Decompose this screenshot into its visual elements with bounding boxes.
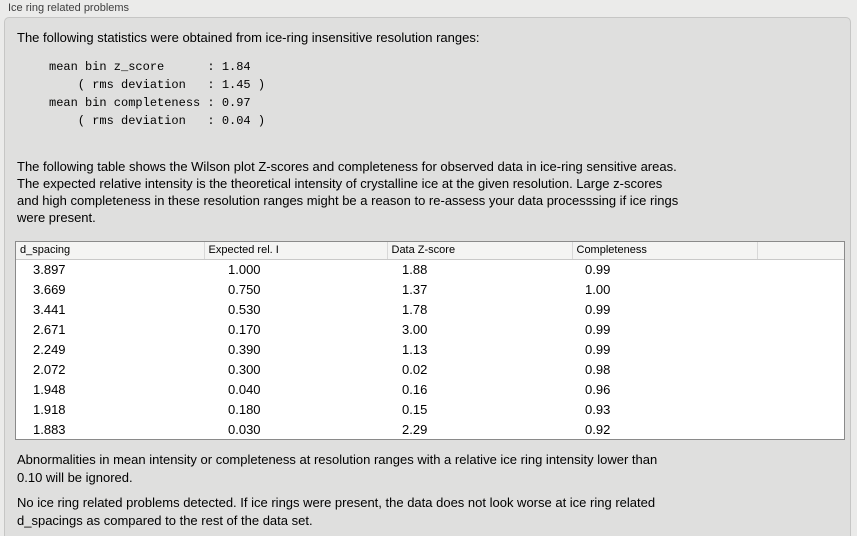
table-row[interactable]: 3.897 1.000 1.88 0.99 [16, 259, 844, 279]
cell-completeness: 0.99 [585, 261, 611, 277]
table-description-text: The following table shows the Wilson plo… [17, 159, 679, 225]
cell-expected-rel-i: 0.040 [228, 381, 261, 397]
conclusion-note: No ice ring related problems detected. I… [17, 495, 656, 528]
cell-data-z-score: 1.88 [402, 261, 428, 277]
table-row[interactable]: 3.441 0.530 1.78 0.99 [16, 299, 844, 319]
cell-completeness: 0.99 [585, 301, 611, 317]
cell-expected-rel-i: 1.000 [228, 261, 261, 277]
column-header-completeness[interactable]: Completeness [572, 242, 758, 260]
cell-completeness: 0.98 [585, 361, 611, 377]
cell-d-spacing: 3.441 [33, 301, 66, 317]
cell-data-z-score: 0.16 [402, 381, 428, 397]
cell-expected-rel-i: 0.530 [228, 301, 261, 317]
stats-intro-text: The following statistics were obtained f… [17, 30, 480, 45]
table-row[interactable]: 3.669 0.750 1.37 1.00 [16, 279, 844, 299]
cell-expected-rel-i: 0.030 [228, 421, 261, 437]
cell-expected-rel-i: 0.300 [228, 361, 261, 377]
cell-d-spacing: 2.671 [33, 321, 66, 337]
column-header-expected-rel-i[interactable]: Expected rel. I [204, 242, 388, 260]
ice-ring-panel: The following statistics were obtained f… [4, 17, 851, 536]
cell-data-z-score: 1.78 [402, 301, 428, 317]
cell-d-spacing: 3.897 [33, 261, 66, 277]
cell-d-spacing: 3.669 [33, 281, 66, 297]
table-row[interactable]: 1.948 0.040 0.16 0.96 [16, 379, 844, 399]
cell-expected-rel-i: 0.750 [228, 281, 261, 297]
column-header-d-spacing[interactable]: d_spacing [16, 242, 205, 260]
cell-data-z-score: 1.37 [402, 281, 428, 297]
cell-completeness: 0.99 [585, 321, 611, 337]
cell-d-spacing: 2.249 [33, 341, 66, 357]
cell-data-z-score: 0.02 [402, 361, 428, 377]
ignore-threshold-note: Abnormalities in mean intensity or compl… [17, 452, 658, 485]
cell-d-spacing: 2.072 [33, 361, 66, 377]
stats-block: mean bin z_score : 1.84 ( rms deviation … [49, 60, 266, 128]
cell-data-z-score: 0.15 [402, 401, 428, 417]
cell-completeness: 0.93 [585, 401, 611, 417]
cell-d-spacing: 1.918 [33, 401, 66, 417]
cell-expected-rel-i: 0.170 [228, 321, 261, 337]
column-header-empty [757, 242, 844, 260]
cell-d-spacing: 1.883 [33, 421, 66, 437]
cell-expected-rel-i: 0.390 [228, 341, 261, 357]
table-row[interactable]: 1.883 0.030 2.29 0.92 [16, 419, 844, 439]
cell-completeness: 0.96 [585, 381, 611, 397]
cell-data-z-score: 3.00 [402, 321, 428, 337]
cell-expected-rel-i: 0.180 [228, 401, 261, 417]
cell-d-spacing: 1.948 [33, 381, 66, 397]
table-row[interactable]: 2.671 0.170 3.00 0.99 [16, 319, 844, 339]
table-row[interactable]: 1.918 0.180 0.15 0.93 [16, 399, 844, 419]
page-title: Ice ring related problems [8, 2, 130, 14]
table-row[interactable]: 2.072 0.300 0.02 0.98 [16, 359, 844, 379]
table-header-row: d_spacing Expected rel. I Data Z-score C… [16, 242, 844, 260]
table-row[interactable]: 2.249 0.390 1.13 0.99 [16, 339, 844, 359]
cell-completeness: 0.99 [585, 341, 611, 357]
cell-completeness: 0.92 [585, 421, 611, 437]
column-header-data-z-score[interactable]: Data Z-score [387, 242, 573, 260]
cell-completeness: 1.00 [585, 281, 611, 297]
cell-data-z-score: 1.13 [402, 341, 428, 357]
results-table: d_spacing Expected rel. I Data Z-score C… [15, 241, 845, 440]
cell-data-z-score: 2.29 [402, 421, 428, 437]
